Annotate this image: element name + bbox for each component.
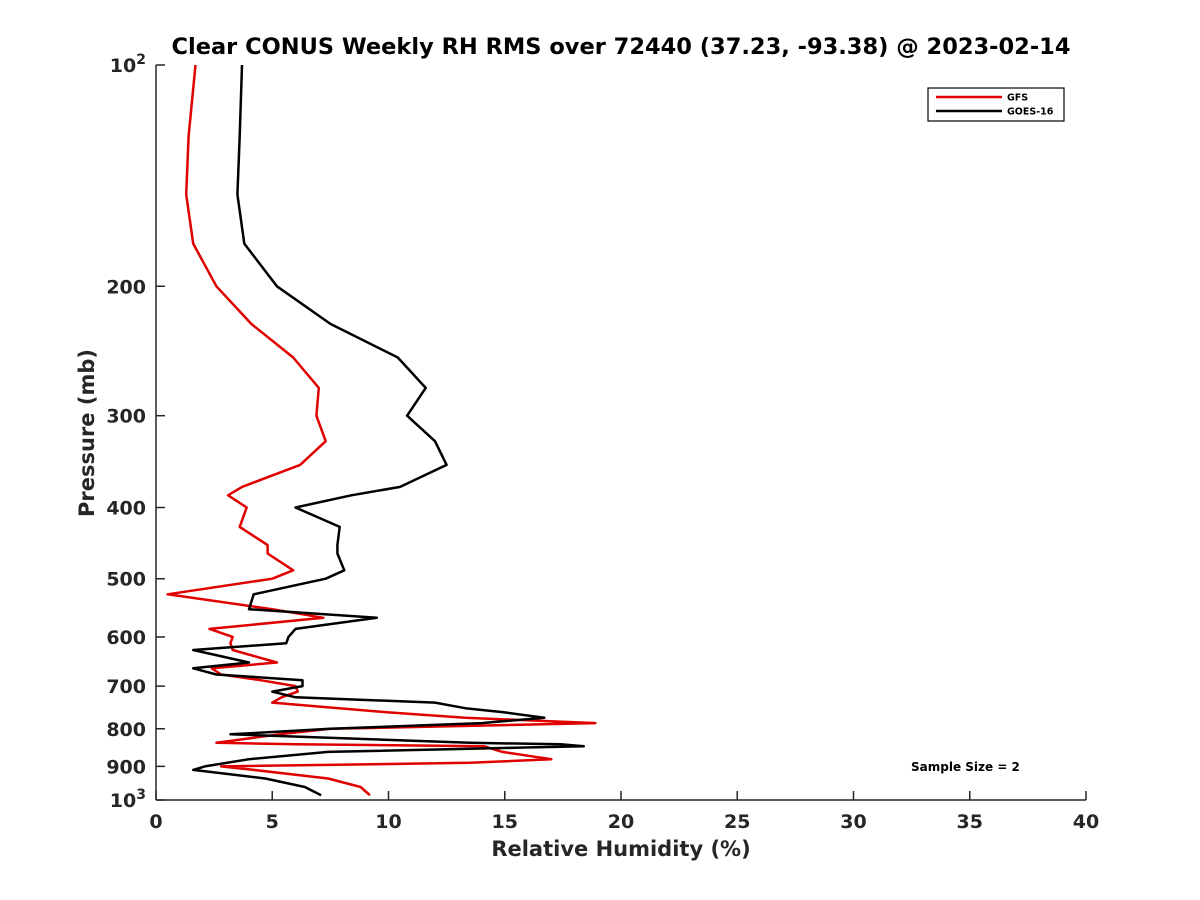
- y-tick-exponent: 3: [136, 787, 146, 803]
- x-tick-label: 20: [608, 811, 634, 833]
- x-tick-label: 25: [724, 811, 750, 833]
- x-tick-label: 35: [957, 811, 983, 833]
- y-tick-label: 600: [106, 627, 146, 649]
- y-tick-label: 103: [110, 787, 146, 812]
- x-axis-label: Relative Humidity (%): [491, 837, 750, 861]
- y-tick-exponent: 2: [136, 52, 146, 68]
- x-tick-label: 5: [266, 811, 279, 833]
- series-layer: [166, 64, 597, 797]
- legend-label-goes16: GOES-16: [1007, 107, 1054, 118]
- x-tick-label: 15: [492, 811, 518, 833]
- sample-size-annotation: Sample Size = 2: [911, 760, 1020, 774]
- x-ticks: 0 5 10 15 20 25 30 35 40: [149, 791, 1099, 833]
- legend-box: [927, 87, 1065, 122]
- y-tick-label: 400: [106, 498, 146, 520]
- chart-title: Clear CONUS Weekly RH RMS over 72440 (37…: [172, 34, 1071, 60]
- y-tick-label: 200: [106, 276, 146, 298]
- y-tick-label: 900: [106, 756, 146, 778]
- y-tick-label: 700: [106, 676, 146, 698]
- y-axis-label: Pressure (mb): [75, 349, 99, 517]
- x-tick-label: 30: [840, 811, 866, 833]
- legend: GFS GOES-16: [927, 87, 1065, 122]
- series-line-goes16: [191, 64, 586, 797]
- plot-area: [156, 65, 1086, 800]
- y-tick-label: 800: [106, 719, 146, 741]
- x-tick-label: 10: [375, 811, 401, 833]
- y-ticks: 102 200 300 400 500 600 700 800 900 103: [106, 52, 165, 812]
- x-tick-label: 0: [149, 811, 162, 833]
- y-tick-label: 500: [106, 569, 146, 591]
- legend-label-gfs: GFS: [1007, 93, 1028, 104]
- y-tick-label: 102: [110, 52, 146, 77]
- y-tick-label: 300: [106, 406, 146, 428]
- x-tick-label: 40: [1073, 811, 1099, 833]
